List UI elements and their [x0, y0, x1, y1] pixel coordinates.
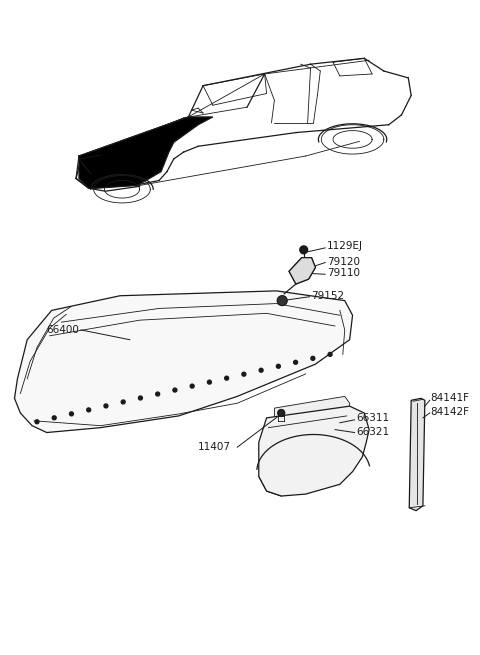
Text: 66321: 66321 — [357, 426, 390, 436]
Circle shape — [35, 420, 39, 424]
Text: 11407: 11407 — [198, 442, 231, 452]
Polygon shape — [14, 291, 353, 432]
Text: 84141F: 84141F — [431, 394, 470, 403]
Circle shape — [242, 372, 246, 376]
Text: 66400: 66400 — [47, 325, 80, 335]
Circle shape — [121, 400, 125, 404]
Polygon shape — [289, 257, 315, 284]
Circle shape — [276, 364, 280, 368]
Circle shape — [294, 360, 298, 364]
Text: 66311: 66311 — [357, 413, 390, 423]
Circle shape — [207, 380, 211, 384]
Circle shape — [300, 246, 308, 253]
Text: 1129EJ: 1129EJ — [327, 241, 363, 251]
Circle shape — [225, 376, 228, 380]
Circle shape — [138, 396, 143, 400]
Circle shape — [311, 356, 315, 360]
Circle shape — [87, 408, 91, 412]
Circle shape — [190, 384, 194, 388]
Circle shape — [52, 416, 56, 420]
Polygon shape — [275, 396, 349, 418]
Text: 79110: 79110 — [327, 269, 360, 278]
Circle shape — [277, 296, 287, 305]
Polygon shape — [79, 117, 213, 188]
Text: 84142F: 84142F — [431, 407, 470, 417]
Text: 79152: 79152 — [312, 291, 345, 301]
Polygon shape — [259, 406, 369, 496]
Circle shape — [70, 412, 73, 416]
Circle shape — [259, 368, 263, 372]
Circle shape — [104, 404, 108, 408]
Circle shape — [156, 392, 160, 396]
Circle shape — [278, 409, 285, 417]
Circle shape — [328, 352, 332, 356]
Polygon shape — [409, 398, 425, 511]
Circle shape — [173, 388, 177, 392]
Text: 79120: 79120 — [327, 257, 360, 267]
